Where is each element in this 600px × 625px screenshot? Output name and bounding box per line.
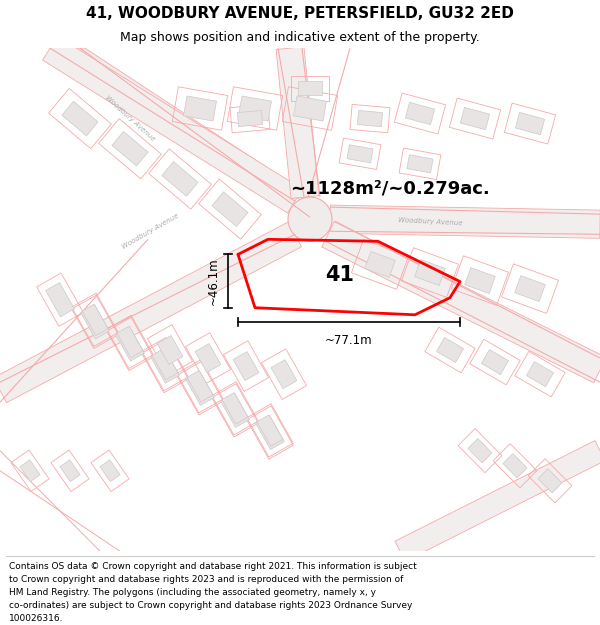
Polygon shape <box>257 415 283 446</box>
Polygon shape <box>407 155 433 173</box>
Polygon shape <box>406 102 434 125</box>
Polygon shape <box>162 162 198 196</box>
Text: Woodbury Avenue: Woodbury Avenue <box>398 216 463 226</box>
Polygon shape <box>187 371 213 402</box>
Polygon shape <box>515 112 545 135</box>
Polygon shape <box>481 349 509 374</box>
Polygon shape <box>347 145 373 163</box>
Text: 41, WOODBURY AVENUE, PETERSFIELD, GU32 2ED: 41, WOODBURY AVENUE, PETERSFIELD, GU32 2… <box>86 6 514 21</box>
Text: 41: 41 <box>325 264 355 284</box>
Polygon shape <box>238 96 272 121</box>
Polygon shape <box>55 48 318 201</box>
Polygon shape <box>436 338 464 362</box>
Polygon shape <box>538 469 562 493</box>
Polygon shape <box>0 222 302 402</box>
Polygon shape <box>80 305 109 339</box>
Polygon shape <box>222 392 248 424</box>
Polygon shape <box>515 276 545 302</box>
Text: HM Land Registry. The polygons (including the associated geometry, namely x, y: HM Land Registry. The polygons (includin… <box>9 588 376 597</box>
Text: ~77.1m: ~77.1m <box>325 334 373 347</box>
Text: Woodbury Avenue: Woodbury Avenue <box>104 95 156 142</box>
Text: ~46.1m: ~46.1m <box>207 258 220 305</box>
Polygon shape <box>256 416 284 449</box>
Polygon shape <box>238 111 263 127</box>
Polygon shape <box>276 47 319 199</box>
Polygon shape <box>43 36 302 213</box>
Text: Map shows position and indicative extent of the property.: Map shows position and indicative extent… <box>120 31 480 44</box>
Polygon shape <box>468 439 492 462</box>
Circle shape <box>288 197 332 241</box>
Polygon shape <box>293 96 326 121</box>
Text: 100026316.: 100026316. <box>9 614 64 623</box>
Polygon shape <box>212 192 248 226</box>
Polygon shape <box>112 131 148 166</box>
Polygon shape <box>151 349 179 383</box>
Polygon shape <box>184 96 217 121</box>
Polygon shape <box>20 460 40 482</box>
Polygon shape <box>82 304 108 336</box>
Polygon shape <box>221 393 250 428</box>
Text: Contains OS data © Crown copyright and database right 2021. This information is : Contains OS data © Crown copyright and d… <box>9 562 417 571</box>
Polygon shape <box>322 222 600 382</box>
Polygon shape <box>116 327 145 361</box>
Polygon shape <box>358 111 383 127</box>
Text: Woodbury Avenue: Woodbury Avenue <box>121 213 179 250</box>
Polygon shape <box>46 282 74 317</box>
Text: to Crown copyright and database rights 2023 and is reproduced with the permissio: to Crown copyright and database rights 2… <box>9 575 403 584</box>
Text: co-ordinates) are subject to Crown copyright and database rights 2023 Ordnance S: co-ordinates) are subject to Crown copyr… <box>9 601 412 610</box>
Polygon shape <box>415 259 445 286</box>
Polygon shape <box>152 348 178 380</box>
Text: ~1128m²/~0.279ac.: ~1128m²/~0.279ac. <box>290 180 490 198</box>
Polygon shape <box>271 359 297 389</box>
Polygon shape <box>233 352 259 381</box>
Polygon shape <box>298 81 322 96</box>
Polygon shape <box>117 326 143 357</box>
Polygon shape <box>185 371 214 406</box>
Polygon shape <box>526 362 554 387</box>
Polygon shape <box>503 454 527 478</box>
Polygon shape <box>60 460 80 482</box>
Polygon shape <box>157 336 183 364</box>
Polygon shape <box>195 344 221 372</box>
Polygon shape <box>465 268 495 294</box>
Polygon shape <box>460 107 490 130</box>
Polygon shape <box>395 441 600 561</box>
Polygon shape <box>330 205 600 238</box>
Polygon shape <box>100 460 120 482</box>
Polygon shape <box>365 251 395 278</box>
Polygon shape <box>62 101 98 136</box>
